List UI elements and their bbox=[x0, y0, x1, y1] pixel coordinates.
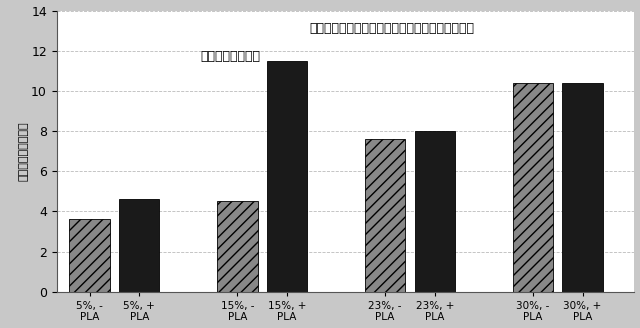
Y-axis label: ラパマイシン負荷％: ラパマイシン負荷％ bbox=[19, 121, 28, 181]
Bar bbox=[217, 201, 257, 292]
Bar bbox=[513, 83, 553, 292]
Bar bbox=[563, 83, 603, 292]
Text: 固形分濃度とＰＬＡスパイキングのラパマイシン: 固形分濃度とＰＬＡスパイキングのラパマイシン bbox=[309, 22, 474, 35]
Bar bbox=[415, 131, 455, 292]
Bar bbox=[69, 219, 110, 292]
Bar bbox=[267, 61, 307, 292]
Bar bbox=[119, 199, 159, 292]
Text: 負荷に対する効果: 負荷に対する効果 bbox=[200, 50, 260, 63]
Bar bbox=[365, 139, 405, 292]
